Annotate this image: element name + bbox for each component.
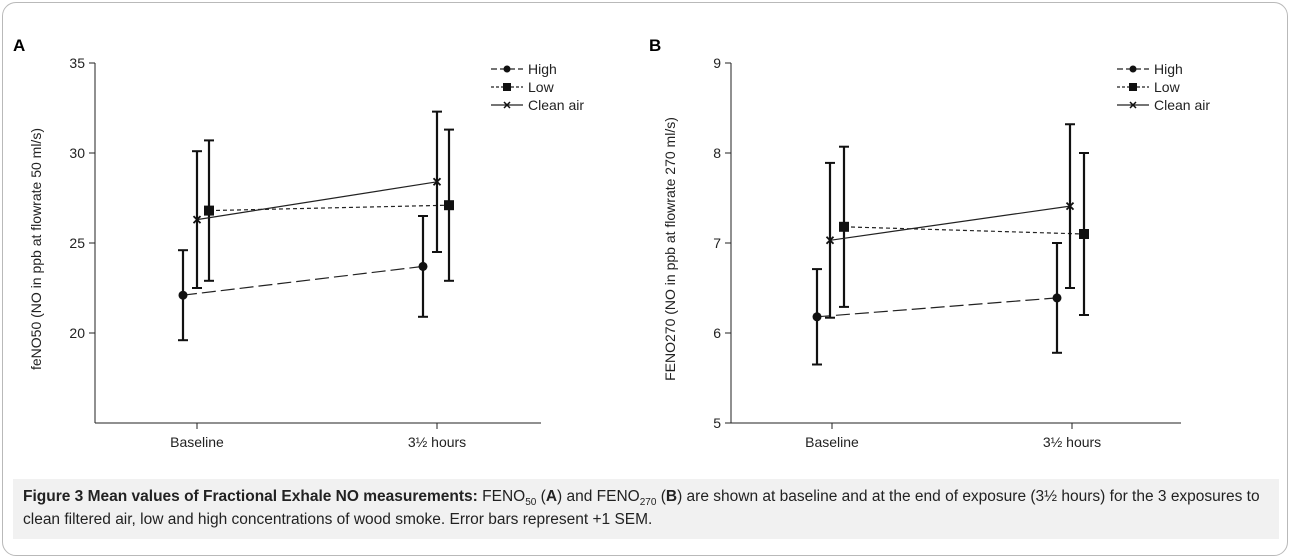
y-tick-label: 30	[69, 145, 85, 161]
data-point	[204, 205, 214, 216]
data-point	[1079, 229, 1089, 239]
x-tick-label: 3½ hours	[408, 434, 466, 450]
y-tick-label: 6	[713, 325, 721, 341]
series-line	[208, 204, 450, 212]
caption-sub-2: 270	[639, 497, 657, 509]
y-axis-label: FENO270 (NO in ppb at flowrate 270 ml/s)	[662, 117, 678, 381]
y-tick-label: 9	[713, 55, 721, 71]
legend-marker	[503, 65, 511, 73]
legend-label: Low	[1154, 79, 1181, 95]
series-line	[843, 226, 1085, 235]
x-tick-label: Baseline	[805, 434, 859, 450]
series-line	[196, 181, 438, 221]
panel-letter-b: B	[649, 36, 661, 55]
legend-label: Clean air	[528, 97, 584, 113]
legend-marker	[503, 83, 511, 91]
data-point	[1065, 201, 1075, 211]
caption-letter-b: B	[665, 488, 678, 505]
caption-sub-1: 50	[525, 497, 537, 509]
panel-letter-a: A	[13, 36, 25, 55]
figure-charts: A 20 25 30 35 Baseline 3½ hours feNO50 (NO in p…	[13, 36, 1210, 450]
figure-caption: Figure 3 Mean values of Fractional Exhal…	[13, 479, 1279, 539]
y-tick-label: 7	[713, 235, 721, 251]
data-point	[178, 290, 188, 300]
legend-marker	[1129, 83, 1137, 91]
caption-text-5: ) are shown at baseline and at the end o…	[23, 488, 1260, 528]
data-point	[812, 312, 822, 322]
y-tick-label: 8	[713, 145, 721, 161]
y-axis-label: feNO50 (NO in ppb at flowrate 50 ml/s)	[28, 128, 44, 370]
caption-text-1: FENO	[482, 488, 526, 505]
legend-label: High	[528, 61, 557, 77]
series-line	[816, 297, 1058, 318]
data-point	[418, 261, 428, 271]
caption-letter-a: A	[545, 488, 558, 505]
legend-label: High	[1154, 61, 1183, 77]
data-point	[444, 200, 454, 211]
legend-marker	[1129, 101, 1137, 109]
y-tick-label: 5	[713, 415, 721, 431]
data-point	[839, 221, 849, 232]
y-tick-label: 35	[69, 55, 85, 71]
data-point	[1052, 293, 1062, 303]
series-line	[182, 265, 424, 296]
x-tick-label: Baseline	[170, 434, 224, 450]
data-point	[192, 215, 202, 224]
legend-label: Low	[528, 79, 555, 95]
caption-text-3: ) and FENO	[557, 488, 640, 505]
y-tick-label: 20	[69, 325, 85, 341]
legend-label: Clean air	[1154, 97, 1210, 113]
data-point	[825, 236, 835, 245]
caption-text-4: (	[660, 488, 666, 505]
caption-label: Figure 3 Mean values of Fractional Exhal…	[23, 488, 478, 505]
legend-marker	[503, 101, 511, 109]
data-point	[432, 177, 442, 186]
y-tick-label: 25	[69, 235, 85, 251]
x-tick-label: 3½ hours	[1043, 434, 1101, 450]
series-line	[829, 205, 1071, 241]
caption-text-2: (	[540, 488, 546, 505]
legend-marker	[1129, 65, 1137, 73]
